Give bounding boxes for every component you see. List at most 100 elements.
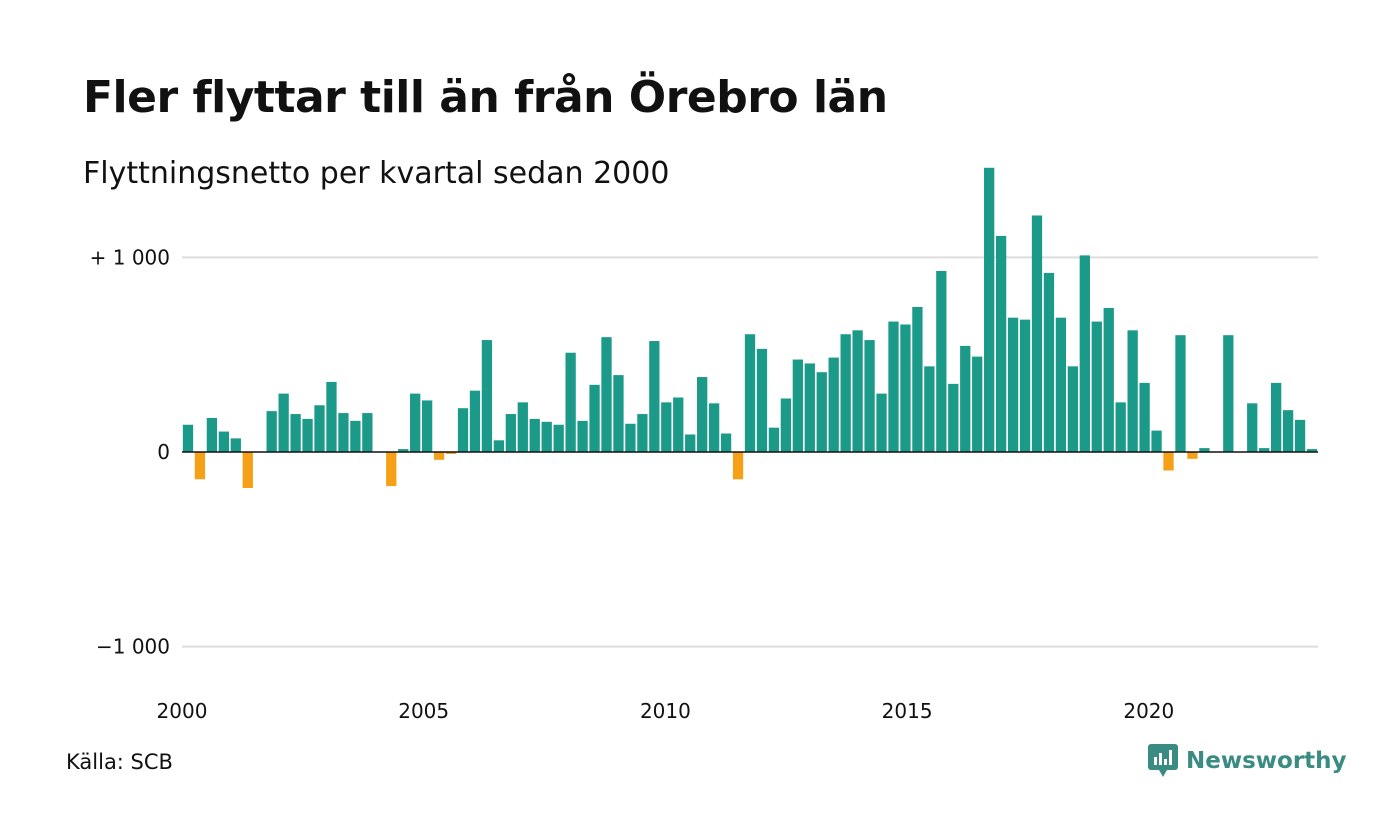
x-tick-label: 2010: [640, 699, 691, 723]
bar-positive: [302, 418, 313, 452]
bar-positive: [840, 334, 851, 452]
bar-positive: [1079, 255, 1090, 452]
bar-positive: [481, 340, 493, 452]
bar-positive: [673, 397, 684, 452]
axis-layer: + 1 000 0 −1 000 2000 2005 2010 2015 2020: [90, 245, 1318, 723]
brand: Newsworthy: [1148, 744, 1347, 778]
bar-positive: [218, 431, 229, 452]
y-tick-label: 0: [157, 440, 170, 464]
x-tick-label: 2020: [1123, 699, 1174, 723]
bar-positive: [1103, 307, 1114, 452]
bar-positive: [338, 413, 349, 452]
bar-negative: [386, 452, 397, 487]
bar-positive: [852, 330, 863, 452]
bar-positive: [768, 427, 780, 452]
bar-positive: [637, 414, 648, 452]
bar-positive: [398, 449, 409, 452]
bar-positive: [864, 340, 875, 452]
bar-positive: [314, 405, 325, 452]
bar-positive: [888, 321, 899, 452]
bar-positive: [577, 420, 588, 452]
bar-positive: [517, 402, 528, 452]
bar-positive: [708, 403, 720, 452]
bar-positive: [410, 393, 421, 452]
bar-positive: [457, 408, 469, 452]
bar-positive: [469, 390, 481, 452]
bar-positive: [1306, 449, 1318, 452]
bar-negative: [1187, 452, 1198, 459]
chart-subtitle: Flyttningsnetto per kvartal sedan 2000: [83, 156, 670, 191]
bar-negative: [732, 452, 744, 480]
y-tick-label: + 1 000: [90, 245, 170, 269]
bar-positive: [421, 400, 433, 452]
bar-positive: [876, 393, 887, 452]
newsworthy-logo-icon: [1148, 744, 1178, 777]
bar-positive: [744, 334, 756, 452]
bar-positive: [1199, 448, 1210, 452]
bar-positive: [1115, 402, 1126, 452]
bar-positive: [266, 411, 277, 452]
bar-positive: [326, 381, 337, 452]
bar-positive: [1031, 215, 1043, 452]
bar-positive: [206, 417, 218, 452]
bar-positive: [589, 384, 600, 452]
bar-positive: [720, 433, 732, 452]
bar-positive: [1127, 330, 1138, 452]
bar-positive: [756, 348, 768, 452]
bar-positive: [936, 270, 947, 452]
x-tick-label: 2000: [157, 699, 208, 723]
bar-layer: [182, 167, 1318, 489]
bar-positive: [995, 235, 1007, 452]
bar-positive: [792, 359, 803, 452]
bar-positive: [661, 402, 672, 452]
bar-positive: [649, 341, 660, 452]
bar-positive: [1043, 272, 1055, 452]
bar-positive: [780, 398, 792, 452]
bar-positive: [924, 366, 935, 452]
bar-positive: [1294, 419, 1306, 452]
bar-positive: [1019, 319, 1031, 452]
bar-negative: [445, 452, 457, 454]
bar-negative: [433, 452, 445, 460]
bar-positive: [1007, 317, 1019, 452]
bar-negative: [242, 452, 253, 489]
bar-positive: [362, 413, 373, 452]
bar-positive: [960, 345, 971, 452]
bar-positive: [1139, 382, 1150, 452]
bar-positive: [350, 420, 361, 452]
bar-positive: [290, 414, 301, 452]
x-tick-label: 2005: [398, 699, 449, 723]
bar-positive: [1055, 317, 1067, 452]
bar-positive: [1091, 321, 1102, 452]
bar-positive: [1247, 403, 1258, 452]
brand-name: Newsworthy: [1186, 748, 1347, 774]
bar-positive: [505, 414, 516, 452]
bar-positive: [1067, 366, 1078, 452]
bar-positive: [601, 337, 612, 452]
bar-positive: [828, 357, 839, 452]
bar-positive: [278, 393, 289, 452]
bar-negative: [1163, 452, 1174, 471]
source-note: Källa: SCB: [66, 750, 173, 774]
bar-positive: [816, 372, 827, 452]
bar-positive: [984, 167, 995, 453]
bar-positive: [1259, 448, 1270, 452]
bar-positive: [182, 424, 194, 452]
bar-positive: [1271, 382, 1282, 452]
bar-positive: [613, 375, 624, 452]
bar-positive: [553, 424, 564, 452]
bar-positive: [685, 434, 696, 452]
chart-title: Fler flyttar till än från Örebro län: [83, 72, 888, 123]
bar-positive: [972, 356, 983, 452]
bar-positive: [948, 383, 959, 452]
bar-positive: [1151, 430, 1162, 452]
bar-positive: [529, 418, 540, 452]
bar-positive: [493, 440, 505, 452]
bar-positive: [804, 363, 815, 452]
bar-positive: [565, 352, 576, 452]
bar-negative: [194, 452, 206, 480]
bar-positive: [900, 324, 911, 452]
bar-positive: [541, 421, 552, 452]
bar-positive: [697, 377, 708, 452]
